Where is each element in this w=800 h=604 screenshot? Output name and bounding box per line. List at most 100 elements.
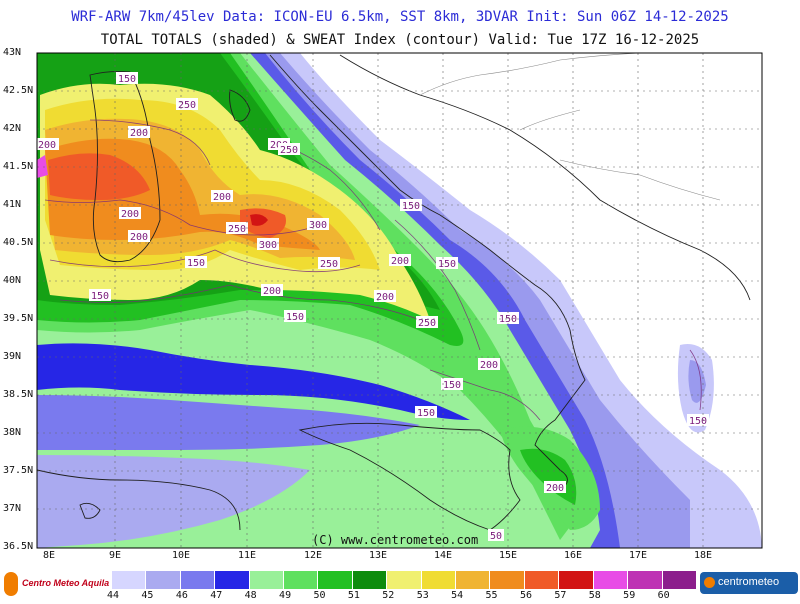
svg-text:150: 150 (187, 258, 205, 269)
svg-text:250: 250 (178, 100, 196, 111)
contour-label: 150 (441, 378, 463, 391)
svg-text:200: 200 (38, 140, 56, 151)
lon-label: 17E (629, 550, 648, 561)
contour-label: 200 (128, 230, 150, 243)
colorbar-label: 48 (244, 590, 257, 601)
lat-label: 40.5N (3, 237, 34, 248)
contour-label: 250 (176, 98, 198, 111)
contour-label: 250 (226, 222, 248, 235)
colorbar-label: 44 (107, 590, 120, 601)
colorbar-swatch (112, 571, 147, 589)
svg-text:150: 150 (402, 201, 420, 212)
contour-label: 150 (687, 414, 709, 427)
lat-label: 40N (3, 275, 22, 286)
lon-label: 15E (499, 550, 518, 561)
svg-text:150: 150 (417, 408, 435, 419)
contour-label: 250 (416, 316, 438, 329)
lat-label: 38.5N (3, 389, 34, 400)
svg-text:200: 200 (130, 128, 148, 139)
lat-label: 36.5N (3, 541, 34, 552)
contour-label: 200 (37, 138, 59, 151)
colorbar-label: 54 (451, 590, 464, 601)
contour-label: 200 (211, 190, 233, 203)
colorbar-swatch (593, 571, 629, 589)
lon-label: 13E (369, 550, 388, 561)
lat-label: 41N (3, 199, 22, 210)
contour-label: 150 (116, 72, 138, 85)
colorbar-label: 51 (347, 590, 360, 601)
lon-label: 18E (694, 550, 713, 561)
svg-text:200: 200 (121, 209, 139, 220)
svg-text:150: 150 (438, 259, 456, 270)
colorbar-label: 59 (623, 590, 636, 601)
colorbar-swatch (421, 571, 457, 589)
lat-label: 42N (3, 123, 22, 134)
colorbar-swatch (318, 571, 353, 589)
lat-label: 42.5N (3, 85, 34, 96)
svg-text:300: 300 (259, 240, 277, 251)
svg-text:200: 200 (480, 360, 498, 371)
colorbar-label: 60 (657, 590, 670, 601)
contour-label: 200 (544, 481, 566, 494)
contour-label: 50 (488, 529, 504, 542)
colorbar-swatch (284, 571, 319, 589)
grid-lines (37, 53, 762, 548)
contour-label: 150 (284, 310, 306, 323)
contour-label: 200 (261, 284, 283, 297)
svg-text:300: 300 (309, 220, 327, 231)
colorbar-label: 53 (416, 590, 429, 601)
lat-label: 41.5N (3, 161, 34, 172)
lon-label: 9E (109, 550, 122, 561)
lon-label: 14E (434, 550, 453, 561)
lat-label: 39.5N (3, 313, 34, 324)
lon-label: 11E (238, 550, 257, 561)
contour-label: 200 (128, 126, 150, 139)
colorbar-label: 57 (554, 590, 567, 601)
svg-text:200: 200 (213, 192, 231, 203)
colorbar-label: 47 (210, 590, 223, 601)
colorbar-swatch (215, 571, 250, 589)
product-title: TOTAL TOTALS (shaded) & SWEAT Index (con… (100, 32, 700, 48)
svg-text:200: 200 (376, 292, 394, 303)
contour-label: 250 (278, 143, 300, 156)
colorbar-swatch (662, 571, 697, 589)
contour-label: 200 (119, 207, 141, 220)
svg-text:150: 150 (689, 416, 707, 427)
colorbar-label: 45 (141, 590, 154, 601)
lon-label: 12E (304, 550, 323, 561)
svg-text:150: 150 (91, 291, 109, 302)
colorbar-swatch (352, 571, 388, 589)
colorbar-label: 52 (382, 590, 395, 601)
svg-text:200: 200 (391, 256, 409, 267)
logo-right-text: centrometeo (718, 576, 780, 588)
borders (419, 52, 721, 201)
colorbar-label: 50 (313, 590, 326, 601)
svg-text:150: 150 (118, 74, 136, 85)
colorbar-label: 56 (519, 590, 532, 601)
contour-label: 200 (478, 358, 500, 371)
centro-meteo-aquila-logo: Centro Meteo Aquila (2, 570, 112, 598)
logo-mark-icon (4, 572, 18, 596)
logo-left-text: Centro Meteo Aquila (22, 578, 110, 588)
svg-text:250: 250 (228, 224, 246, 235)
svg-text:200: 200 (130, 232, 148, 243)
svg-text:250: 250 (320, 259, 338, 270)
contour-label: 150 (185, 256, 207, 269)
colorbar-swatch (524, 571, 560, 589)
contour-label: 150 (89, 289, 111, 302)
colorbar-label: 58 (588, 590, 601, 601)
svg-text:200: 200 (546, 483, 564, 494)
colorbar-swatch (559, 571, 594, 589)
lat-label: 37N (3, 503, 22, 514)
contour-labels: 150 250 200 200 200 250 200 200 150 150 … (37, 72, 709, 542)
logo-dot-icon (704, 577, 715, 588)
svg-text:150: 150 (286, 312, 304, 323)
lon-label: 16E (564, 550, 583, 561)
contour-label: 200 (374, 290, 396, 303)
colorbar-swatch (456, 571, 491, 589)
colorbar-swatch (249, 571, 285, 589)
model-info-title: WRF-ARW 7km/45lev Data: ICON-EU 6.5km, S… (71, 9, 729, 25)
contour-label: 250 (318, 257, 340, 270)
